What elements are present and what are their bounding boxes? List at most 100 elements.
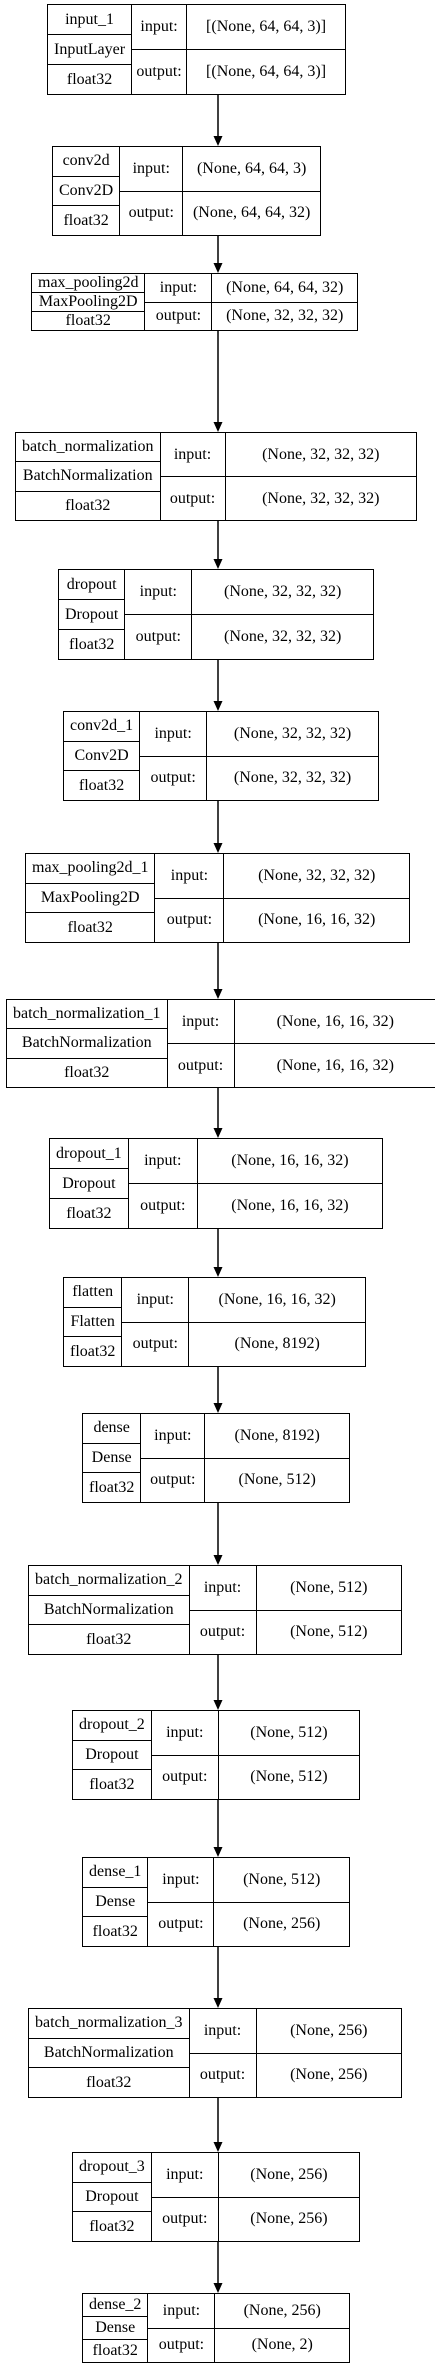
- output-shape: (None, 512): [256, 1609, 401, 1655]
- layer-type: Dropout: [73, 1739, 151, 1770]
- output-label: output:: [151, 2196, 218, 2242]
- input-shape: (None, 64, 64, 32): [226, 278, 344, 296]
- output-shape: (None, 256): [218, 2196, 359, 2242]
- input-label: input:: [203, 2021, 242, 2039]
- output-label: output:: [125, 614, 192, 659]
- arrowhead-icon: [213, 559, 223, 569]
- layer-name: dense_2: [89, 2296, 142, 2313]
- io-labels-cell: input: output:: [160, 433, 226, 520]
- io-labels-cell: input: output:: [120, 147, 184, 235]
- layer-dtype: float32: [29, 2067, 189, 2097]
- layer-name: dropout_3: [79, 2158, 145, 2176]
- layer-dtype: float32: [59, 629, 125, 659]
- output-shape: (None, 16, 16, 32): [234, 1043, 435, 1087]
- output-label: output:: [148, 2327, 215, 2363]
- input-label: input:: [159, 278, 198, 296]
- layer-identity-cell: input_1 InputLayer float32: [48, 5, 133, 94]
- io-labels-cell: input: output:: [189, 1566, 257, 1655]
- layer-type: Conv2D: [53, 175, 120, 206]
- input-shape: (None, 256): [250, 2165, 328, 2183]
- layer-dtype: float32: [64, 1336, 122, 1366]
- arrowhead-icon: [213, 422, 223, 432]
- input-shape: (None, 256): [290, 2021, 368, 2039]
- output-shape: (None, 32, 32, 32): [207, 755, 378, 801]
- io-shapes-cell: (None, 8192) (None, 512): [205, 1414, 349, 1502]
- layer-name: input_1: [65, 10, 114, 28]
- io-shapes-cell: (None, 16, 16, 32) (None, 8192): [189, 1278, 365, 1366]
- output-shape: (None, 2): [215, 2327, 349, 2363]
- io-labels-cell: input: output:: [151, 1711, 219, 1799]
- output-shape: (None, 8192): [189, 1321, 365, 1367]
- input-label: input:: [162, 1870, 200, 1888]
- input-shape: [(None, 64, 64, 3)]: [206, 18, 327, 35]
- io-shapes-cell: (None, 256) (None, 256): [256, 2009, 401, 2098]
- io-shapes-cell: [(None, 64, 64, 3)] [(None, 64, 64, 3)]: [187, 5, 345, 94]
- layer-identity-cell: max_pooling2d MaxPooling2D float32: [32, 274, 146, 330]
- layer-node: dropout Dropout float32 input: output: (None,…: [58, 569, 374, 660]
- layer-identity-cell: batch_normalization_2 BatchNormalization f…: [29, 1566, 190, 1654]
- layer-identity-cell: max_pooling2d_1 MaxPooling2D float32: [26, 854, 156, 942]
- layer-node: batch_normalization_2 BatchNormalization f…: [28, 1565, 402, 1655]
- layer-type: Dense: [83, 1442, 141, 1473]
- layer-dtype: float32: [73, 2211, 151, 2241]
- output-label: output:: [189, 1609, 256, 1655]
- input-shape: (None, 32, 32, 32): [258, 866, 376, 884]
- output-label: output:: [128, 1183, 197, 1228]
- io-labels-cell: input: output:: [141, 1414, 206, 1502]
- arrowhead-icon: [213, 701, 223, 711]
- layer-identity-cell: dropout_2 Dropout float32: [73, 1711, 152, 1799]
- layer-node: batch_normalization_1 BatchNormalization f…: [6, 999, 435, 1088]
- layer-node: dense Dense float32 input: output: (None, 819…: [82, 1413, 350, 1503]
- layer-type: BatchNormalization: [16, 461, 160, 490]
- layer-type: Dropout: [73, 2181, 151, 2212]
- io-labels-cell: input: output:: [148, 1858, 215, 1946]
- output-shape: (None, 32, 32, 32): [192, 614, 373, 659]
- input-label: input:: [203, 1578, 242, 1596]
- input-label: input:: [136, 1290, 174, 1308]
- io-labels-cell: input: output:: [128, 1139, 198, 1228]
- output-label: output:: [140, 755, 207, 801]
- arrowhead-icon: [213, 843, 223, 853]
- output-label: output:: [155, 897, 224, 943]
- layer-identity-cell: dense_2 Dense float32: [83, 2294, 149, 2362]
- input-label: input:: [181, 1012, 220, 1030]
- layer-identity-cell: batch_normalization_3 BatchNormalization f…: [29, 2009, 190, 2097]
- arrowhead-icon: [213, 2142, 223, 2152]
- io-labels-cell: input: output:: [122, 1278, 190, 1367]
- layer-identity-cell: dropout_3 Dropout float32: [73, 2153, 152, 2241]
- output-label: output:: [189, 2052, 256, 2098]
- layer-name: max_pooling2d_1: [32, 859, 149, 877]
- layer-dtype: float32: [7, 1057, 167, 1087]
- layer-type: Conv2D: [64, 740, 140, 771]
- io-shapes-cell: (None, 256) (None, 2): [215, 2294, 349, 2362]
- output-shape: (None, 64, 64, 32): [183, 190, 320, 236]
- layer-name: conv2d: [62, 152, 110, 170]
- input-shape: (None, 512): [290, 1578, 368, 1596]
- layer-node: flatten Flatten float32 input: output: (None,…: [63, 1277, 366, 1367]
- output-shape: (None, 32, 32, 32): [212, 301, 357, 331]
- layer-identity-cell: dropout Dropout float32: [59, 570, 126, 659]
- input-label: input:: [154, 724, 192, 742]
- layer-name: batch_normalization_1: [13, 1005, 161, 1023]
- input-shape: (None, 256): [243, 2301, 321, 2319]
- output-label: output:: [160, 476, 225, 520]
- layer-name: batch_normalization_2: [35, 1571, 183, 1589]
- input-shape: (None, 512): [243, 1870, 321, 1888]
- layer-node: dropout_1 Dropout float32 input: output: (Non…: [49, 1138, 383, 1229]
- output-shape: (None, 16, 16, 32): [197, 1183, 382, 1228]
- input-shape: (None, 512): [250, 1723, 328, 1741]
- layer-type: BatchNormalization: [29, 1594, 189, 1625]
- layer-dtype: float32: [29, 1624, 189, 1654]
- output-shape: (None, 256): [256, 2052, 401, 2098]
- output-label: output:: [122, 1321, 189, 1367]
- arrowhead-icon: [213, 136, 223, 146]
- layer-type: MaxPooling2D: [26, 882, 155, 913]
- layer-dtype: float32: [48, 64, 132, 94]
- layer-node: dense_2 Dense float32 input: output: (None, 2…: [82, 2293, 350, 2363]
- io-shapes-cell: (None, 256) (None, 256): [218, 2153, 359, 2242]
- layer-type: Flatten: [64, 1306, 122, 1337]
- arrowhead-icon: [213, 1998, 223, 2008]
- layer-name: max_pooling2d: [38, 274, 139, 291]
